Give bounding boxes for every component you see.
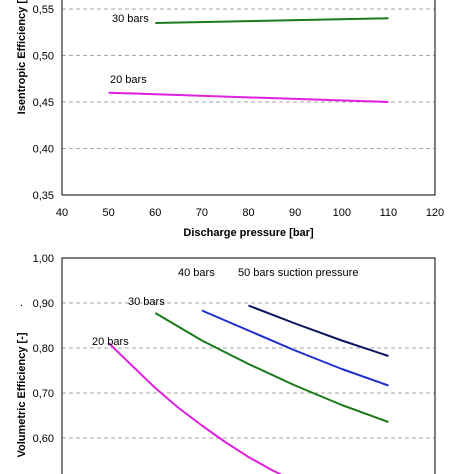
y-tick-label: 0,55 [33,4,54,16]
annotation-dot: . [20,297,23,309]
x-tick-label: 110 [380,207,398,219]
series-label-20-bars: 20 bars [92,336,129,348]
isentropic-efficiency-chart: 0,55 0,50 0,45 0,40 0,35 40 50 60 70 80 … [16,0,444,239]
x-tick-label: 90 [289,207,301,219]
y-tick-label: 0,40 [33,144,54,156]
x-tick-label: 40 [56,207,68,219]
plot-frame [61,257,436,474]
y-axis-title: Volumetric Efficiency [-] [16,332,28,457]
y-tick-label: 0,90 [33,298,54,310]
y-tick-label: 1,00 [33,253,54,265]
x-tick-label: 120 [426,207,444,219]
x-tick-label: 80 [242,207,254,219]
series-line-50-bars [248,304,389,357]
x-tick-label: 50 [102,207,114,219]
series-label-30-bars: 30 bars [128,296,165,308]
y-tick-label: 0,35 [33,190,54,202]
plot-frame [61,0,436,196]
series-line-20-bars [108,91,389,103]
x-tick-label: 70 [196,207,208,219]
y-tick-label: 0,80 [33,343,54,355]
series-label-40-bars: 40 bars [178,267,215,279]
x-tick-label: 100 [333,207,351,219]
series-line-40-bars [201,309,389,387]
x-tick-label: 60 [149,207,161,219]
series-label-30-bars: 30 bars [112,13,149,25]
y-axis-title: Isentropic Efficiency [ [16,0,28,114]
y-tick-label: 0,45 [33,97,54,109]
x-axis-title: Discharge pressure [bar] [183,227,314,239]
series-label-20-bars: 20 bars [110,74,147,86]
annotation-50-bars-suction-pressure: 50 bars suction pressure [238,267,358,279]
series-line-20-bars [107,342,283,474]
y-tick-label: 0,70 [33,388,54,400]
volumetric-efficiency-chart: 1,00 0,90 0,80 0,70 0,60 Volumetric Effi… [16,253,436,474]
series-line-30-bars [154,312,389,423]
y-tick-label: 0,60 [33,433,54,445]
series-line-30-bars [155,17,389,24]
y-tick-label: 0,50 [33,51,54,63]
